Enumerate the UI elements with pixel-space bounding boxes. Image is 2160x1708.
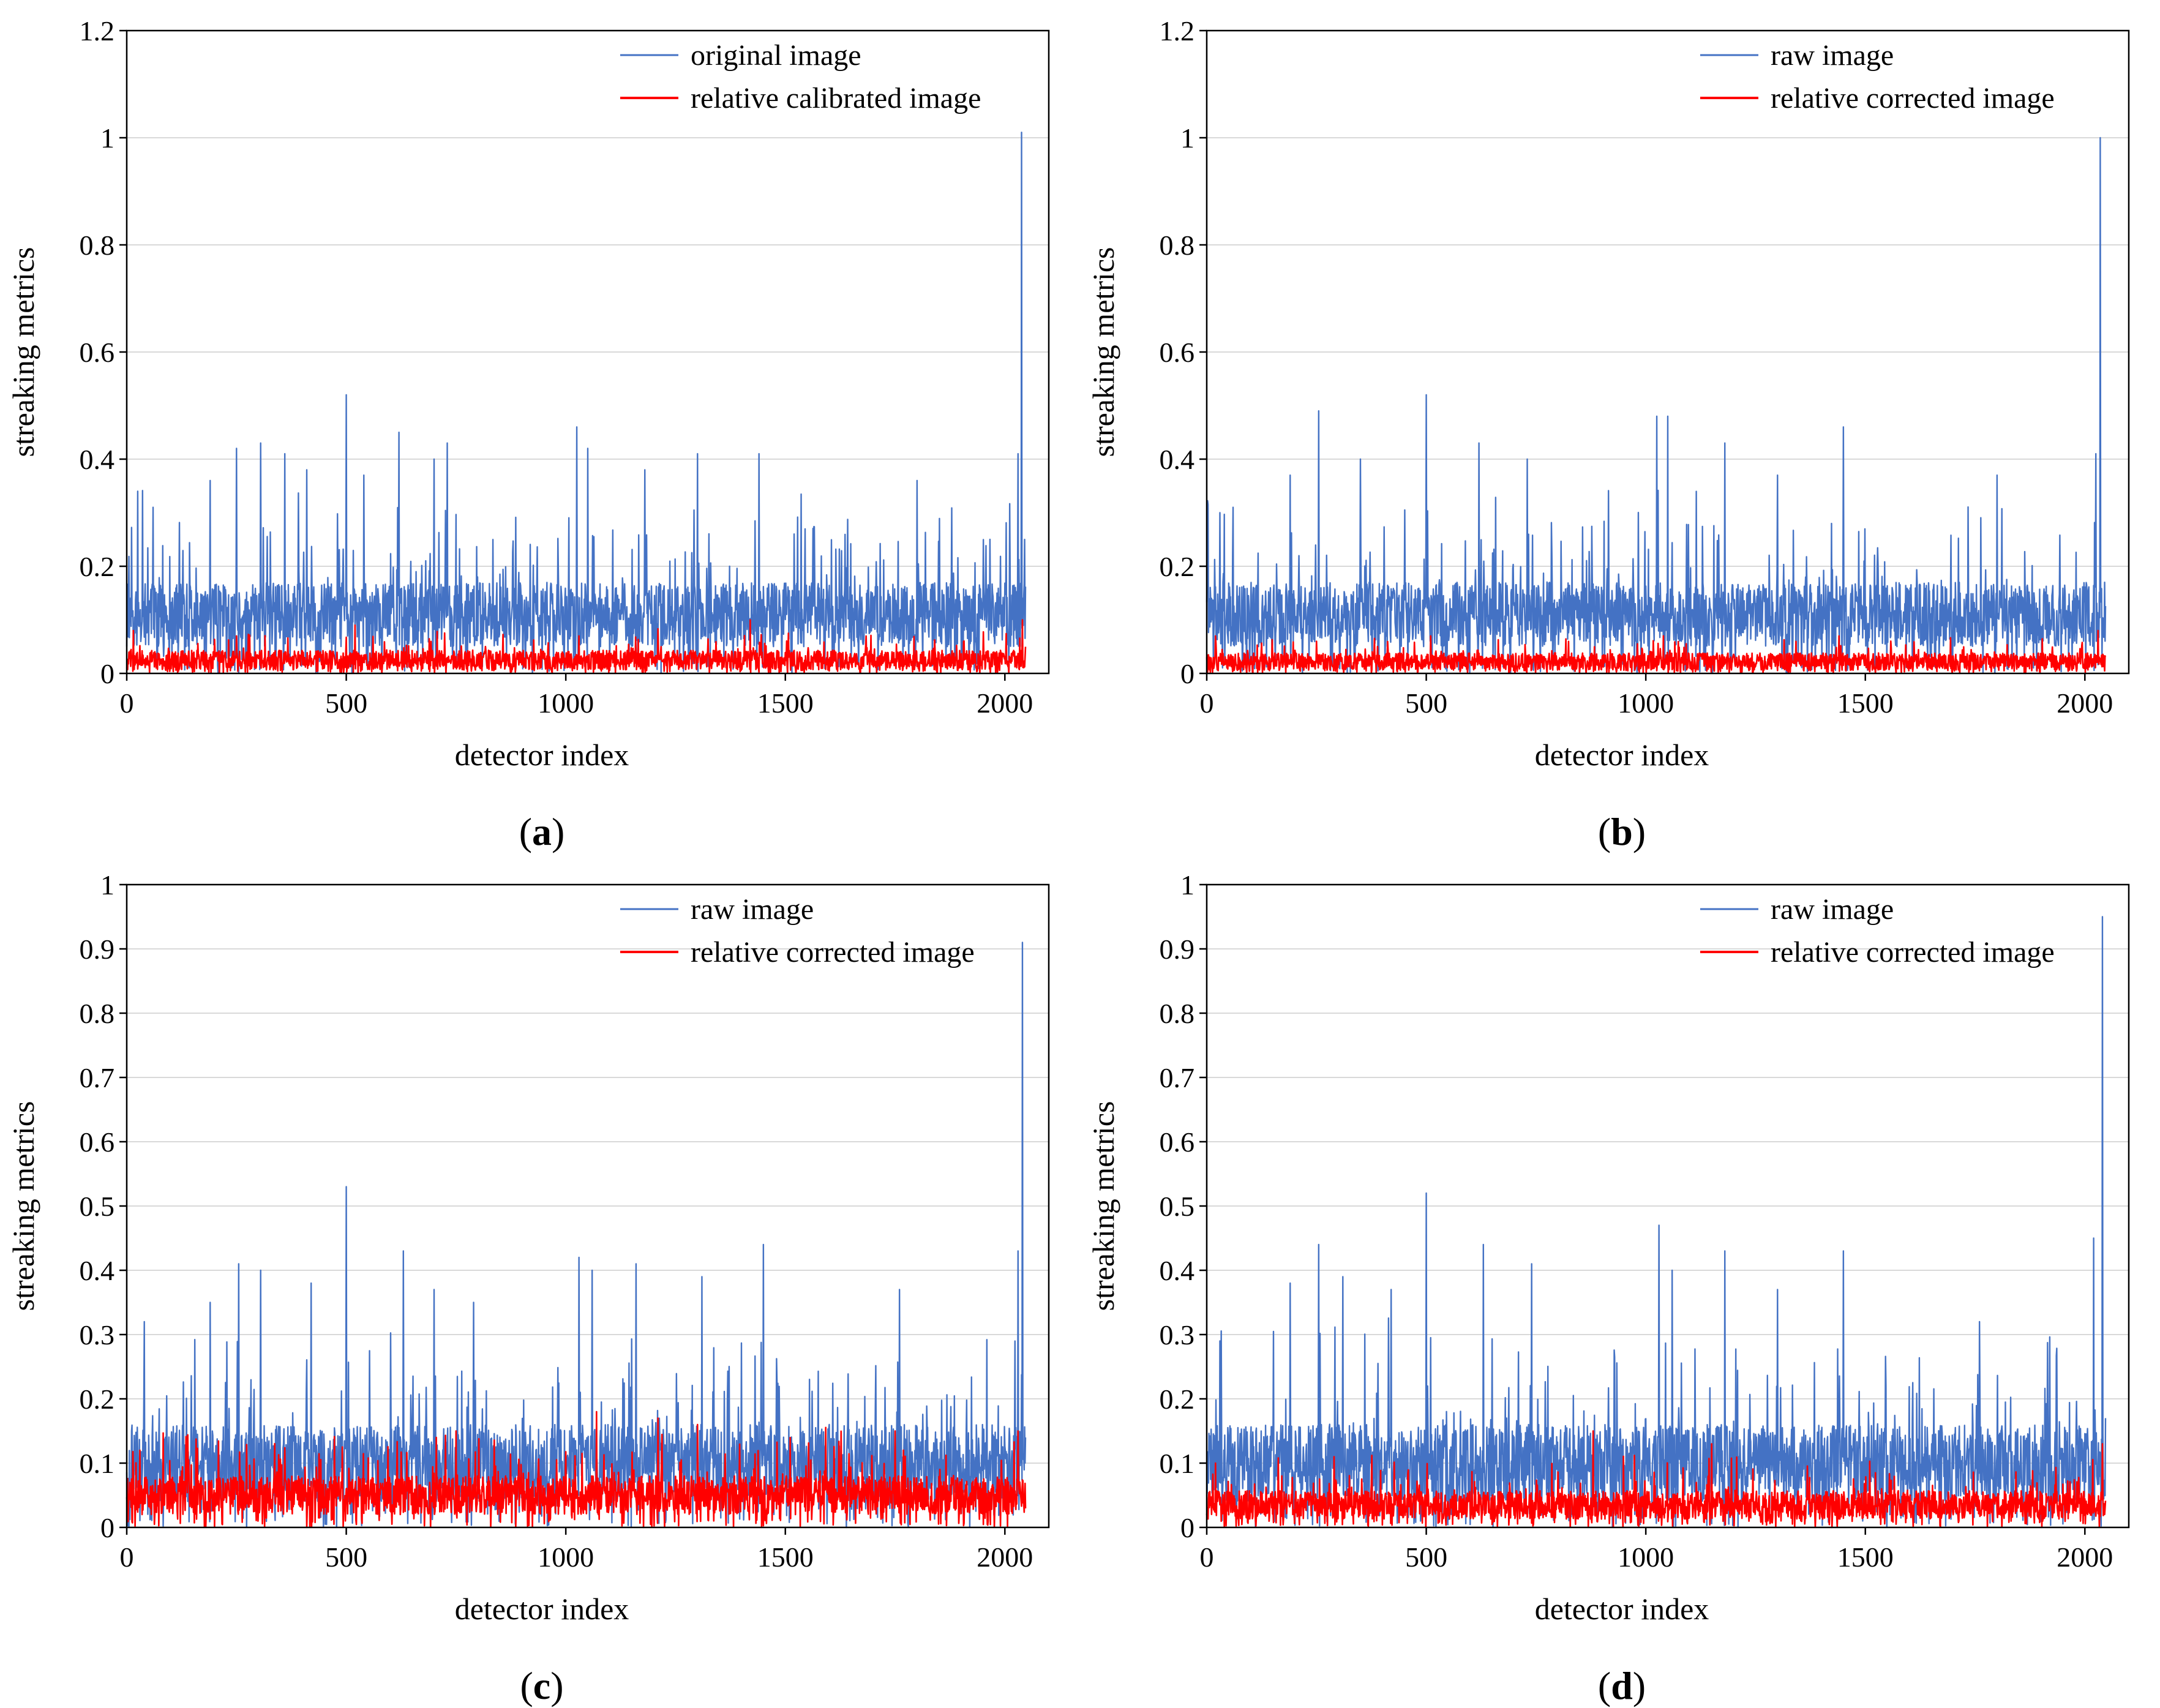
- y-tick-label: 1: [1180, 869, 1194, 901]
- y-tick-label: 0.2: [1160, 1384, 1195, 1415]
- x-tick-label: 2000: [977, 1541, 1033, 1573]
- chart-panel-b: 0 0.2 0.4 0.6 0.8 1 1.2 0 500 1000 1500 2000 detecto…: [1080, 0, 2160, 854]
- y-tick-label: 1: [100, 869, 114, 901]
- y-tick-label: 0.4: [1160, 1255, 1195, 1286]
- x-axis-title: detector index: [455, 738, 629, 772]
- legend-label: relative corrected image: [1771, 82, 2055, 114]
- chart-svg-d: 0 0.1 0.2 0.3 0.4 0.5 0.6 0.7 0.8 0.9 1 0 500 1000 150…: [1086, 869, 2130, 1707]
- series-line-relative-corrected-image: [1206, 1430, 2107, 1529]
- legend-label: relative corrected image: [1771, 936, 2055, 968]
- x-tick-label: 500: [325, 687, 367, 719]
- panel-caption: (c): [520, 1664, 563, 1707]
- x-tick-label: 2000: [2057, 1541, 2113, 1573]
- x-tick-label: 2000: [977, 687, 1033, 719]
- y-axis-title: streaking metrics: [6, 247, 40, 457]
- y-axis-title: streaking metrics: [1086, 247, 1120, 457]
- y-tick-label: 0.5: [1160, 1191, 1195, 1222]
- series-line-raw-image: [126, 942, 1027, 1529]
- y-tick-label: 0.8: [80, 998, 115, 1029]
- panel-caption: (a): [519, 810, 565, 853]
- series-line-raw-image: [1206, 916, 2107, 1528]
- series-line-original-image: [126, 132, 1027, 675]
- y-tick-label: 0.1: [80, 1448, 115, 1479]
- series-line-relative-corrected-image: [1206, 629, 2107, 675]
- x-tick-label: 2000: [2057, 687, 2113, 719]
- x-tick-label: 1500: [1837, 1541, 1894, 1573]
- chart-panel-c: 0 0.1 0.2 0.3 0.4 0.5 0.6 0.7 0.8 0.9 1 0 500 1000 150…: [0, 854, 1080, 1708]
- y-tick-label: 0.8: [80, 230, 115, 261]
- series-line-relative-corrected-image: [126, 1410, 1027, 1529]
- x-tick-label: 0: [120, 1541, 134, 1573]
- y-tick-label: 0: [100, 658, 114, 689]
- x-axis-title: detector index: [1535, 1592, 1709, 1626]
- chart-panel-a: 0 0.2 0.4 0.6 0.8 1 1.2 0 500 1000 1500 2000 detecto…: [0, 0, 1080, 854]
- legend-label: raw image: [691, 893, 814, 926]
- y-tick-label: 0.2: [1160, 551, 1195, 582]
- series-line-relative-calibrated-image: [126, 619, 1027, 675]
- x-tick-label: 1500: [757, 687, 814, 719]
- panel-caption: (d): [1598, 1664, 1646, 1707]
- y-tick-label: 0.9: [1160, 934, 1195, 965]
- y-tick-label: 0.7: [80, 1062, 115, 1093]
- chart-panel-d: 0 0.1 0.2 0.3 0.4 0.5 0.6 0.7 0.8 0.9 1 0 500 1000 150…: [1080, 854, 2160, 1708]
- y-tick-label: 0: [100, 1512, 114, 1543]
- y-tick-label: 0.5: [80, 1191, 115, 1222]
- y-tick-label: 0.6: [1160, 1126, 1195, 1158]
- y-tick-label: 0.4: [1160, 444, 1195, 475]
- x-tick-label: 500: [1405, 687, 1447, 719]
- x-tick-label: 1500: [1837, 687, 1894, 719]
- y-tick-label: 0: [1180, 658, 1194, 689]
- y-axis-title: streaking metrics: [6, 1101, 40, 1311]
- y-tick-label: 0.7: [1160, 1062, 1195, 1093]
- x-axis-title: detector index: [455, 1592, 629, 1626]
- y-tick-label: 0.4: [80, 444, 115, 475]
- y-tick-label: 1.2: [1160, 15, 1195, 47]
- x-tick-label: 0: [1200, 687, 1214, 719]
- legend-label: original image: [691, 39, 861, 72]
- y-tick-label: 0.8: [1160, 998, 1195, 1029]
- y-tick-label: 0.3: [1160, 1319, 1195, 1350]
- y-tick-label: 0.9: [80, 934, 115, 965]
- y-tick-label: 0.2: [80, 1384, 115, 1415]
- panel-caption: (b): [1598, 810, 1646, 853]
- x-tick-label: 1000: [1618, 1541, 1674, 1573]
- legend-label: raw image: [1771, 39, 1894, 72]
- legend-label: relative corrected image: [691, 936, 975, 968]
- y-tick-label: 0.1: [1160, 1448, 1195, 1479]
- x-tick-label: 1000: [1618, 687, 1674, 719]
- x-tick-label: 500: [1405, 1541, 1447, 1573]
- x-tick-label: 0: [120, 687, 134, 719]
- y-tick-label: 0.6: [80, 337, 115, 368]
- x-axis-title: detector index: [1535, 738, 1709, 772]
- chart-svg-b: 0 0.2 0.4 0.6 0.8 1 1.2 0 500 1000 1500 2000 detecto…: [1086, 15, 2130, 853]
- x-tick-label: 500: [325, 1541, 367, 1573]
- y-tick-label: 1.2: [80, 15, 115, 47]
- x-tick-label: 1000: [538, 687, 594, 719]
- y-tick-label: 0.6: [1160, 337, 1195, 368]
- y-axis-title: streaking metrics: [1086, 1101, 1120, 1311]
- chart-svg-a: 0 0.2 0.4 0.6 0.8 1 1.2 0 500 1000 1500 2000 detecto…: [6, 15, 1050, 853]
- x-tick-label: 0: [1200, 1541, 1214, 1573]
- legend-label: relative calibrated image: [691, 82, 981, 114]
- y-tick-label: 0.4: [80, 1255, 115, 1286]
- series-line-raw-image: [1206, 137, 2107, 675]
- y-tick-label: 0: [1180, 1512, 1194, 1543]
- y-tick-label: 1: [1180, 122, 1194, 154]
- y-tick-label: 1: [100, 122, 114, 154]
- x-tick-label: 1000: [538, 1541, 594, 1573]
- y-tick-label: 0.8: [1160, 230, 1195, 261]
- legend-label: raw image: [1771, 893, 1894, 926]
- y-tick-label: 0.3: [80, 1319, 115, 1350]
- y-tick-label: 0.6: [80, 1126, 115, 1158]
- y-tick-label: 0.2: [80, 551, 115, 582]
- chart-svg-c: 0 0.1 0.2 0.3 0.4 0.5 0.6 0.7 0.8 0.9 1 0 500 1000 150…: [6, 869, 1050, 1707]
- x-tick-label: 1500: [757, 1541, 814, 1573]
